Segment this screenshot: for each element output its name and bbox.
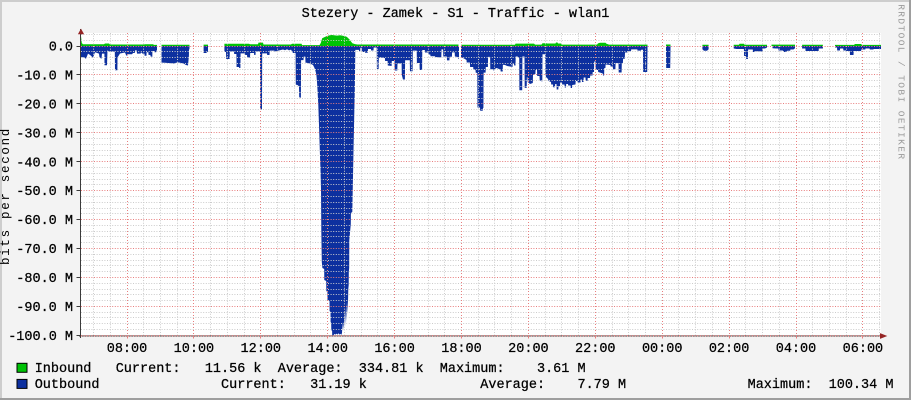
svg-text:bits per second: bits per second — [0, 127, 13, 265]
svg-text:Outbound Current: Outbound Current: 31.19 k Average: 7.79 … — [35, 378, 894, 393]
svg-text:-90.0 M: -90.0 M — [16, 301, 73, 316]
svg-text:-10.0 M: -10.0 M — [16, 70, 73, 85]
svg-text:16:00: 16:00 — [374, 342, 415, 357]
svg-text:Inbound Current: 11.56 k: Inbound Current: 11.56 k Average: 334.81… — [35, 362, 586, 377]
svg-text:-30.0 M: -30.0 M — [16, 127, 73, 142]
svg-text:06:00: 06:00 — [843, 342, 884, 357]
svg-text:-40.0 M: -40.0 M — [16, 156, 73, 171]
svg-text:00:00: 00:00 — [642, 342, 683, 357]
svg-text:14:00: 14:00 — [307, 342, 348, 357]
svg-text:22:00: 22:00 — [575, 342, 616, 357]
svg-text:-70.0 M: -70.0 M — [16, 243, 73, 258]
svg-text:12:00: 12:00 — [241, 342, 282, 357]
svg-text:-50.0 M: -50.0 M — [16, 185, 73, 200]
svg-text:08:00: 08:00 — [107, 342, 148, 357]
svg-text:-80.0 M: -80.0 M — [16, 272, 73, 287]
svg-text:04:00: 04:00 — [776, 342, 817, 357]
svg-text:-100.0 M: -100.0 M — [8, 330, 73, 345]
svg-text:18:00: 18:00 — [441, 342, 482, 357]
svg-text:10:00: 10:00 — [174, 342, 215, 357]
svg-text:0.0: 0.0 — [49, 41, 73, 56]
svg-text:RRDTOOL / TOBI OETIKER: RRDTOOL / TOBI OETIKER — [896, 4, 907, 160]
svg-text:-60.0 M: -60.0 M — [16, 214, 73, 229]
svg-text:02:00: 02:00 — [709, 342, 750, 357]
svg-text:20:00: 20:00 — [508, 342, 549, 357]
svg-text:Stezery - Zamek - S1 - Traffic: Stezery - Zamek - S1 - Traffic - wlan1 — [302, 7, 610, 22]
svg-text:-20.0 M: -20.0 M — [16, 99, 73, 114]
